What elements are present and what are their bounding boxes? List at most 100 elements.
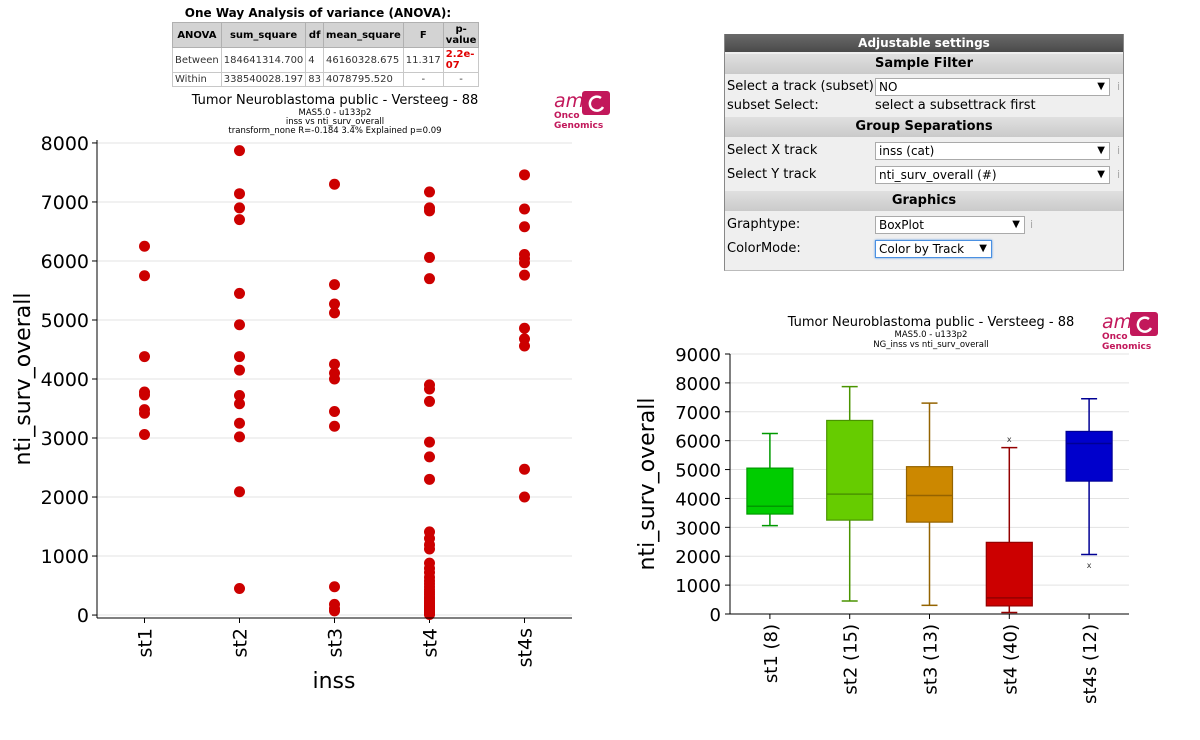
data-point <box>519 340 530 352</box>
table-cell: 46160328.675 <box>323 47 404 73</box>
amc-logo: am Onco Genomics <box>1102 311 1158 352</box>
data-point <box>234 188 245 200</box>
logo-text: Genomics <box>1102 342 1151 352</box>
graphtype-value: BoxPlot <box>879 218 924 232</box>
graphtype-row: Graphtype: BoxPlot ▼ i <box>725 213 1123 237</box>
anova-title: One Way Analysis of variance (ANOVA): <box>184 6 452 20</box>
data-point <box>329 279 340 291</box>
box <box>985 541 1033 607</box>
data-point <box>234 145 245 157</box>
chevron-down-icon: ▼ <box>1097 169 1105 180</box>
data-point <box>519 491 530 503</box>
y-tick-label: 8000 <box>41 133 89 155</box>
x-axis: st1 (8) st2 (15) st3 (13) st4 (40) st4s (12) <box>761 614 1101 704</box>
logo-text: am <box>1102 311 1132 333</box>
data-point <box>234 582 245 594</box>
chart-subtitle: MAS5.0 - u133p2 <box>895 330 968 340</box>
logo-swirl-icon <box>1136 316 1153 333</box>
data-point <box>139 389 150 401</box>
data-point <box>329 405 340 417</box>
y-tick-label: 7000 <box>675 403 721 424</box>
table-row: Within 338540028.197 83 4078795.520 - - <box>172 72 480 87</box>
data-point <box>424 436 435 448</box>
y-axis: 0 1000 2000 3000 4000 5000 6000 7000 8000 <box>41 133 97 627</box>
data-point <box>139 428 150 440</box>
info-icon[interactable]: i <box>1117 168 1121 181</box>
data-points <box>139 145 530 620</box>
x-track-select[interactable]: inss (cat) ▼ <box>875 142 1110 160</box>
data-point <box>234 486 245 498</box>
data-point <box>329 358 340 370</box>
data-point <box>519 322 530 334</box>
anova-header: df <box>305 22 325 48</box>
chevron-down-icon: ▼ <box>1012 219 1020 230</box>
chart-subtitle: transform_none R=-0.184 3.4% Explained p… <box>228 126 441 136</box>
data-point <box>234 398 245 410</box>
anova-header: sum_square <box>220 22 307 48</box>
chart-title: Tumor Neuroblastoma public - Versteeg - … <box>787 315 1075 330</box>
y-tick-label: 3000 <box>675 518 721 539</box>
data-point <box>234 202 245 214</box>
chevron-down-icon: ▼ <box>1097 145 1105 156</box>
anova-header: mean_square <box>323 22 404 48</box>
box-chart: Tumor Neuroblastoma public - Versteeg - … <box>635 311 1158 704</box>
colormode-value: Color by Track <box>879 242 965 256</box>
data-point <box>519 169 530 181</box>
info-icon[interactable]: i <box>1117 80 1121 93</box>
x-tick-label: st2 (15) <box>841 624 862 695</box>
outlier-marker: x <box>1087 561 1092 570</box>
x-track-value: inss (cat) <box>879 144 935 158</box>
y-tick-label: 2000 <box>41 487 89 509</box>
colormode-select[interactable]: Color by Track ▼ <box>875 240 992 258</box>
table-cell: - <box>442 72 480 87</box>
track-subset-label: Select a track (subset) <box>727 79 874 94</box>
y-tick-label: 5000 <box>41 310 89 332</box>
graphtype-select[interactable]: BoxPlot ▼ <box>875 216 1025 234</box>
data-point <box>234 351 245 363</box>
info-icon[interactable]: i <box>1030 218 1034 231</box>
data-point <box>234 431 245 443</box>
info-icon[interactable]: i <box>1117 144 1121 157</box>
colormode-label: ColorMode: <box>727 241 801 256</box>
data-point <box>519 269 530 281</box>
data-point <box>234 214 245 226</box>
y-tick-label: 7000 <box>41 192 89 214</box>
chart-title: Tumor Neuroblastoma public - Versteeg - … <box>191 93 479 108</box>
data-point <box>424 608 435 620</box>
y-track-select[interactable]: nti_surv_overall (#) ▼ <box>875 166 1110 184</box>
data-point <box>329 178 340 190</box>
box <box>826 419 874 521</box>
x-axis: st1 st2 st3 st4 st4s <box>135 618 537 667</box>
data-point <box>234 417 245 429</box>
x-track-row: Select X track inss (cat) ▼ i <box>725 139 1123 163</box>
grid-lines <box>97 142 572 616</box>
data-point <box>234 319 245 331</box>
y-tick-label: 1000 <box>41 546 89 568</box>
y-tick-label: 8000 <box>675 374 721 395</box>
y-tick-label: 4000 <box>41 369 89 391</box>
amc-logo: am Onco Genomics <box>554 90 610 131</box>
data-point <box>424 205 435 217</box>
box <box>905 466 954 523</box>
table-cell: 338540028.197 <box>220 72 307 87</box>
settings-title: Adjustable settings <box>725 34 1123 52</box>
x-tick-label: st4 (40) <box>1000 624 1021 695</box>
chart-subtitle: NG_inss vs nti_surv_overall <box>873 340 988 350</box>
x-tick-label: st2 <box>230 628 252 657</box>
y-tick-label: 6000 <box>675 432 721 453</box>
y-tick-label: 9000 <box>675 345 721 366</box>
x-axis-label: inss <box>313 669 356 694</box>
data-point <box>424 251 435 263</box>
logo-text: Onco <box>1102 332 1128 342</box>
y-tick-label: 2000 <box>675 547 721 568</box>
table-cell: 4078795.520 <box>323 72 404 87</box>
table-cell: 4 <box>305 47 325 73</box>
x-tick-label: st4s (12) <box>1080 624 1101 704</box>
track-subset-select[interactable]: NO ▼ <box>875 78 1110 96</box>
data-point <box>424 273 435 285</box>
table-cell: 83 <box>305 72 325 87</box>
data-point <box>424 451 435 463</box>
y-track-value: nti_surv_overall (#) <box>879 168 997 182</box>
x-tick-label: st3 (13) <box>921 624 942 695</box>
data-point <box>424 395 435 407</box>
